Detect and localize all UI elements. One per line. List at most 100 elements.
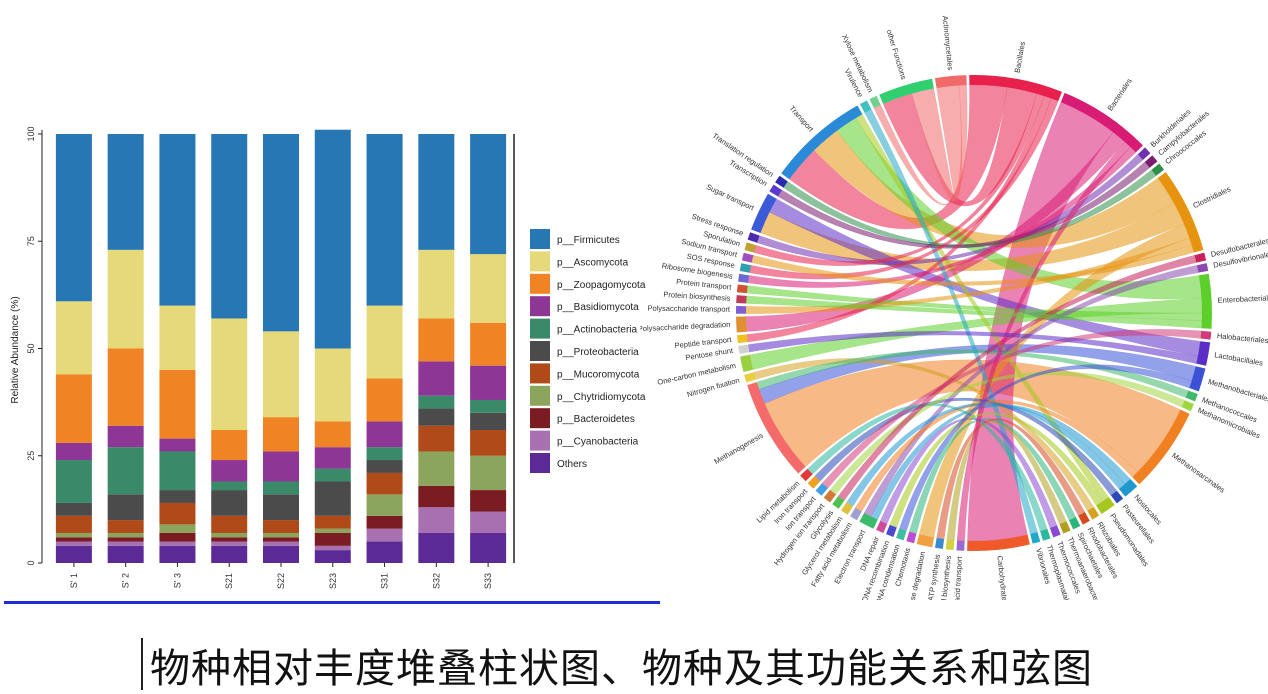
chord-ribbon	[899, 364, 1192, 532]
chord-label: Polysaccharide transport	[647, 304, 731, 314]
chord-arc	[967, 534, 1030, 551]
chord-arc	[781, 105, 863, 180]
chord-label: Halobacteriales	[1217, 331, 1268, 345]
chord-arc	[800, 468, 813, 482]
chord-arc	[956, 540, 965, 551]
chord-arc	[1087, 506, 1100, 520]
chord-arc	[736, 284, 748, 294]
chord-arc	[1060, 92, 1143, 153]
legend-swatch	[530, 430, 550, 451]
bar-segment	[314, 421, 351, 448]
bar-segment	[418, 249, 455, 319]
chord-arc	[935, 537, 945, 549]
chord-arc	[744, 242, 757, 253]
x-tick-label: S22	[276, 573, 286, 589]
text-cursor	[141, 638, 143, 690]
bar-segment	[366, 541, 403, 563]
y-tick-label: 50	[26, 343, 36, 353]
y-tick-label: 25	[26, 451, 36, 461]
chord-ribbon	[864, 109, 1038, 535]
bar-segment	[159, 545, 196, 563]
chord-arc	[1185, 390, 1198, 402]
bar-segment	[263, 537, 299, 542]
chord-arc	[751, 193, 777, 234]
chord-arc	[879, 78, 934, 104]
x-tick-label: S23	[328, 573, 338, 589]
bar-segment	[418, 408, 455, 426]
bar-segment	[107, 249, 144, 349]
chord-ribbon	[873, 84, 968, 206]
chord-label: Nitrogen fixation	[686, 375, 741, 399]
bar-segment	[366, 472, 403, 495]
bar-segment	[107, 348, 144, 426]
bar-segment	[470, 254, 507, 323]
bar-segment	[366, 421, 403, 448]
bar-segment	[314, 129, 351, 349]
bar-segment	[366, 460, 403, 473]
bar-segment	[418, 425, 455, 452]
bar-segment	[159, 541, 196, 546]
chord-arc	[823, 489, 837, 503]
chord-arc	[969, 75, 1062, 102]
bar-segment	[263, 331, 299, 418]
chord-label: Carbohydrate metabolism	[995, 555, 1013, 600]
chord-ribbon	[837, 254, 1197, 501]
legend: p__Firmicutes p__Ascomycota p__Zoopagomyco…	[530, 229, 646, 473]
chord-ribbon	[745, 132, 1126, 332]
bar-segment	[263, 545, 299, 563]
chord-arc	[747, 232, 760, 243]
chord-label: Protein biosynthesis	[663, 290, 731, 303]
chord-ribbon	[855, 400, 1138, 512]
chord-ribbon	[946, 421, 1067, 541]
chord-ribbon	[829, 371, 1185, 495]
chord-arc	[1110, 490, 1124, 504]
legend-label: p__Chytridiomycota	[557, 392, 646, 403]
chord-label: Amino-acid transport	[951, 555, 964, 600]
bar-segment	[366, 515, 403, 529]
legend-label: p__Cyanobacteria	[557, 437, 639, 448]
bar-segment	[263, 451, 299, 482]
legend-label: p__Basidiomycota	[557, 302, 639, 313]
bar-segment	[314, 545, 351, 551]
chord-ribbon	[908, 418, 1077, 534]
x-tick-label: S21	[224, 573, 234, 589]
bar-segment	[211, 541, 248, 546]
x-tick-label: S33	[483, 573, 493, 589]
bar-segment	[107, 520, 144, 533]
bar-segment	[159, 524, 196, 533]
chord-arc	[832, 496, 845, 509]
bar-segment	[263, 481, 299, 495]
bar-segment	[314, 515, 351, 529]
bar-segment	[470, 430, 507, 456]
chord-diagram: BacillalesBacterialesBurkholderialesCamp…	[640, 15, 1268, 600]
x-tick-label: S' 2	[121, 573, 131, 588]
bar-segment	[366, 305, 403, 379]
chord-ribbon	[836, 117, 1202, 300]
legend-swatch	[530, 408, 550, 429]
legend-label: p__Proteobacteria	[557, 347, 639, 358]
chord-arc	[736, 316, 747, 333]
divider-line	[4, 601, 660, 604]
legend-label: p__Firmicutes	[557, 235, 620, 246]
bar-segment	[159, 369, 196, 439]
y-tick-label: 100	[26, 126, 36, 141]
legend-swatch	[530, 453, 550, 473]
chord-arc	[1040, 528, 1051, 541]
chord-arc	[738, 273, 750, 283]
chord-ribbon	[745, 295, 1203, 329]
chord-label: Polysaccharide degradation	[640, 320, 730, 333]
chord-ribbon	[753, 358, 1095, 512]
chord-arc	[841, 502, 853, 515]
chord-ribbon	[749, 98, 1059, 280]
bar-segment	[366, 494, 403, 516]
bar-segment	[107, 541, 144, 546]
bar-segment	[107, 545, 144, 563]
legend-swatch	[530, 273, 550, 294]
bar-segment	[159, 502, 196, 525]
bar-axes	[38, 130, 515, 567]
chord-arc	[1157, 172, 1204, 253]
chord-arc	[916, 534, 934, 548]
bar-segment	[55, 460, 92, 503]
bar-segment	[263, 541, 299, 546]
chord-ribbon	[747, 331, 1199, 364]
